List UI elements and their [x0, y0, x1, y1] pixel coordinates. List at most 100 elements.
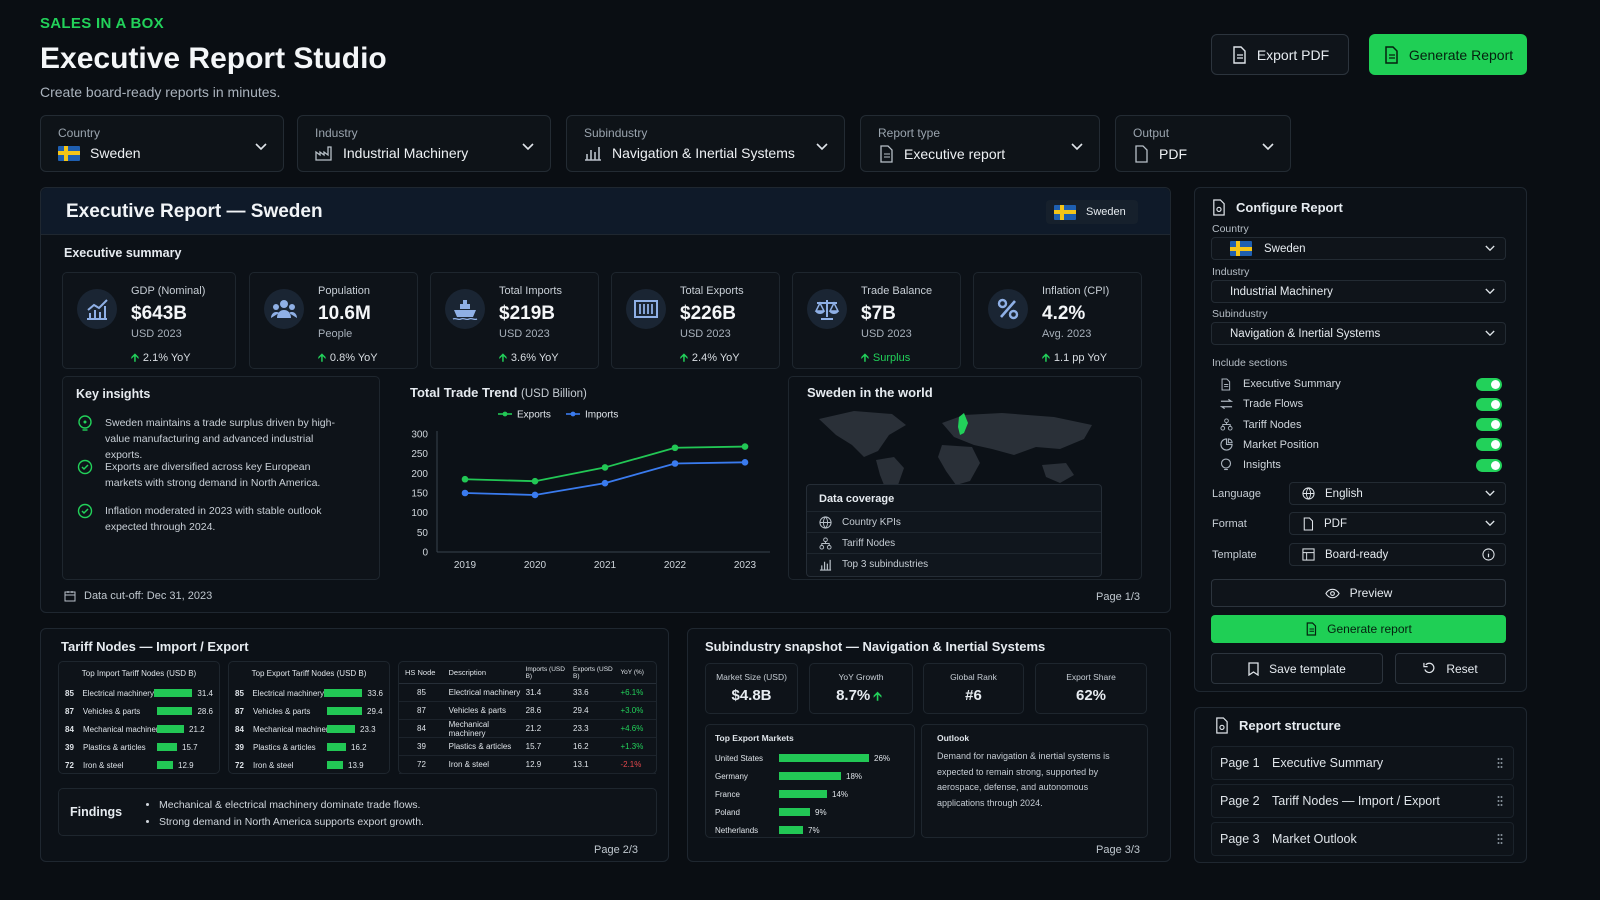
node-value: 12.9 [178, 760, 194, 770]
output-filter-value: PDF [1159, 146, 1187, 162]
outlook-heading: Outlook [937, 733, 970, 743]
country-filter-label: Country [58, 126, 101, 140]
market-share: 9% [815, 807, 827, 817]
table-row: 72 Iron & steel 12.9 13.1 -2.1% [399, 756, 656, 774]
structure-row[interactable]: Page 1 Executive Summary [1211, 746, 1514, 780]
language-select[interactable]: English [1289, 482, 1506, 505]
trade-trend-card: Total Trade Trend (USD Billion) 300 250 20… [380, 376, 786, 580]
node-name: Plastics & articles [83, 742, 146, 752]
country-badge: Sweden [1046, 200, 1138, 224]
node-value: 23.3 [360, 724, 376, 734]
save-template-button[interactable]: Save template [1211, 653, 1383, 684]
kpi-delta: 🡩 2.1% YoY [131, 349, 191, 368]
kpi-delta: 🡩 1.1 pp YoY [1042, 349, 1107, 368]
x-tick-label: 2021 [594, 560, 617, 571]
kpi-delta: 🡩 Surplus [861, 349, 910, 368]
structure-row[interactable]: Page 3 Market Outlook [1211, 822, 1514, 856]
kpi-card: Total Imports $219B USD 2023 🡩 3.6% YoY [430, 272, 599, 369]
legend-marker [502, 411, 508, 417]
kpi-value: $219B [499, 303, 555, 324]
world-heading: Sweden in the world [807, 385, 933, 400]
market-name: United States [715, 753, 764, 763]
import-tariff-card: Top Import Tariff Nodes (USD B) 85 Electr… [58, 661, 220, 774]
table-cell: 21.2 [525, 724, 542, 733]
country-filter[interactable]: Country Sweden [40, 115, 284, 172]
kpi-value: $7B [861, 303, 896, 324]
node-name: Iron & steel [253, 760, 294, 770]
hs-code: 39 [65, 742, 74, 752]
market-bar [779, 772, 841, 780]
drag-handle-icon[interactable] [1497, 757, 1503, 769]
generate-report-button[interactable]: Generate Report [1369, 34, 1527, 75]
config-industry-select[interactable]: Industrial Machinery [1211, 280, 1506, 303]
market-share: 14% [832, 789, 849, 799]
tariff-table: HS Node Description Imports (USD B) Exports… [398, 661, 657, 774]
subindustry-filter[interactable]: Subindustry Navigation & Inertial System… [566, 115, 845, 172]
column-header: YoY (%) [620, 669, 644, 676]
drag-handle-icon[interactable] [1497, 795, 1503, 807]
kpi-sub: People [318, 328, 353, 340]
section-toggle[interactable] [1476, 438, 1502, 452]
industry-filter[interactable]: Industry Industrial Machinery [297, 115, 551, 172]
market-row: France 14% [715, 785, 914, 803]
template-select[interactable]: Board-ready [1289, 543, 1506, 566]
section-row: Insights [1220, 457, 1502, 473]
table-cell: 84 [417, 724, 426, 733]
info-icon[interactable] [1482, 548, 1495, 561]
preview-button[interactable]: Preview [1211, 579, 1506, 607]
people-icon [264, 289, 304, 329]
section-toggle[interactable] [1476, 397, 1502, 411]
format-select[interactable]: PDF [1289, 512, 1506, 535]
config-industry-label: Industry [1212, 266, 1250, 278]
config-country-select[interactable]: Sweden [1211, 237, 1506, 260]
market-share: 26% [874, 753, 891, 763]
tariff-row: 87 Vehicles & parts 28.6 [65, 702, 213, 720]
section-toggle[interactable] [1476, 418, 1502, 432]
table-cell: +4.6% [620, 724, 644, 733]
snapshot-kpi-number: 8.7% [836, 687, 871, 704]
kpi-sub: USD 2023 [499, 328, 550, 340]
table-cell: 16.2 [573, 742, 589, 751]
drag-handle-icon[interactable] [1497, 833, 1503, 845]
section-toggle[interactable] [1476, 458, 1502, 472]
output-filter[interactable]: Output PDF [1115, 115, 1291, 172]
kpi-sub: USD 2023 [680, 328, 731, 340]
report-type-filter[interactable]: Report type Executive report [860, 115, 1100, 172]
hs-code: 72 [65, 760, 74, 770]
report-title: Executive Report — Sweden [66, 201, 323, 222]
config-subindustry-select[interactable]: Navigation & Inertial Systems [1211, 322, 1506, 345]
sweden-highlight [958, 413, 968, 435]
y-tick-label: 150 [411, 489, 428, 500]
snapshot-kpi-card: Export Share 62% [1035, 663, 1147, 714]
hs-code: 87 [65, 706, 74, 716]
structure-page: Page 2 [1220, 794, 1260, 808]
hs-code: 87 [235, 706, 244, 716]
sweden-flag-icon [1054, 204, 1076, 220]
chevron-down-icon [1071, 143, 1083, 151]
finding-item: Strong demand in North America supports … [159, 814, 424, 831]
table-cell: Mechanical machinery [448, 719, 490, 738]
language-value: English [1325, 487, 1363, 500]
kpi-card: Population 10.6M People 🡩 0.8% YoY [249, 272, 418, 369]
page-number: Page 3/3 [1096, 844, 1141, 856]
section-toggle[interactable] [1476, 377, 1502, 391]
structure-row[interactable]: Page 2 Tariff Nodes — Import / Export [1211, 784, 1514, 818]
market-row: United States 26% [715, 749, 914, 767]
generate-report-config-button[interactable]: Generate report [1211, 615, 1506, 643]
export-pdf-button[interactable]: Export PDF [1211, 34, 1349, 75]
bookmark-icon [1248, 661, 1259, 676]
node-name: Iron & steel [83, 760, 124, 770]
sweden-flag-icon [1230, 241, 1252, 256]
format-label: Format [1212, 518, 1247, 530]
data-point [671, 460, 679, 467]
globe-icon [819, 515, 832, 529]
reset-button[interactable]: Reset [1395, 653, 1506, 684]
table-cell: 33.6 [573, 688, 589, 697]
structure-page: Page 3 [1220, 832, 1260, 846]
data-point [601, 464, 609, 471]
structure-name: Tariff Nodes — Import / Export [1272, 794, 1440, 808]
node-name: Vehicles & parts [253, 706, 311, 716]
y-tick-label: 0 [422, 548, 428, 559]
kpi-label: Inflation (CPI) [1042, 285, 1110, 297]
markets-heading: Top Export Markets [715, 733, 794, 743]
